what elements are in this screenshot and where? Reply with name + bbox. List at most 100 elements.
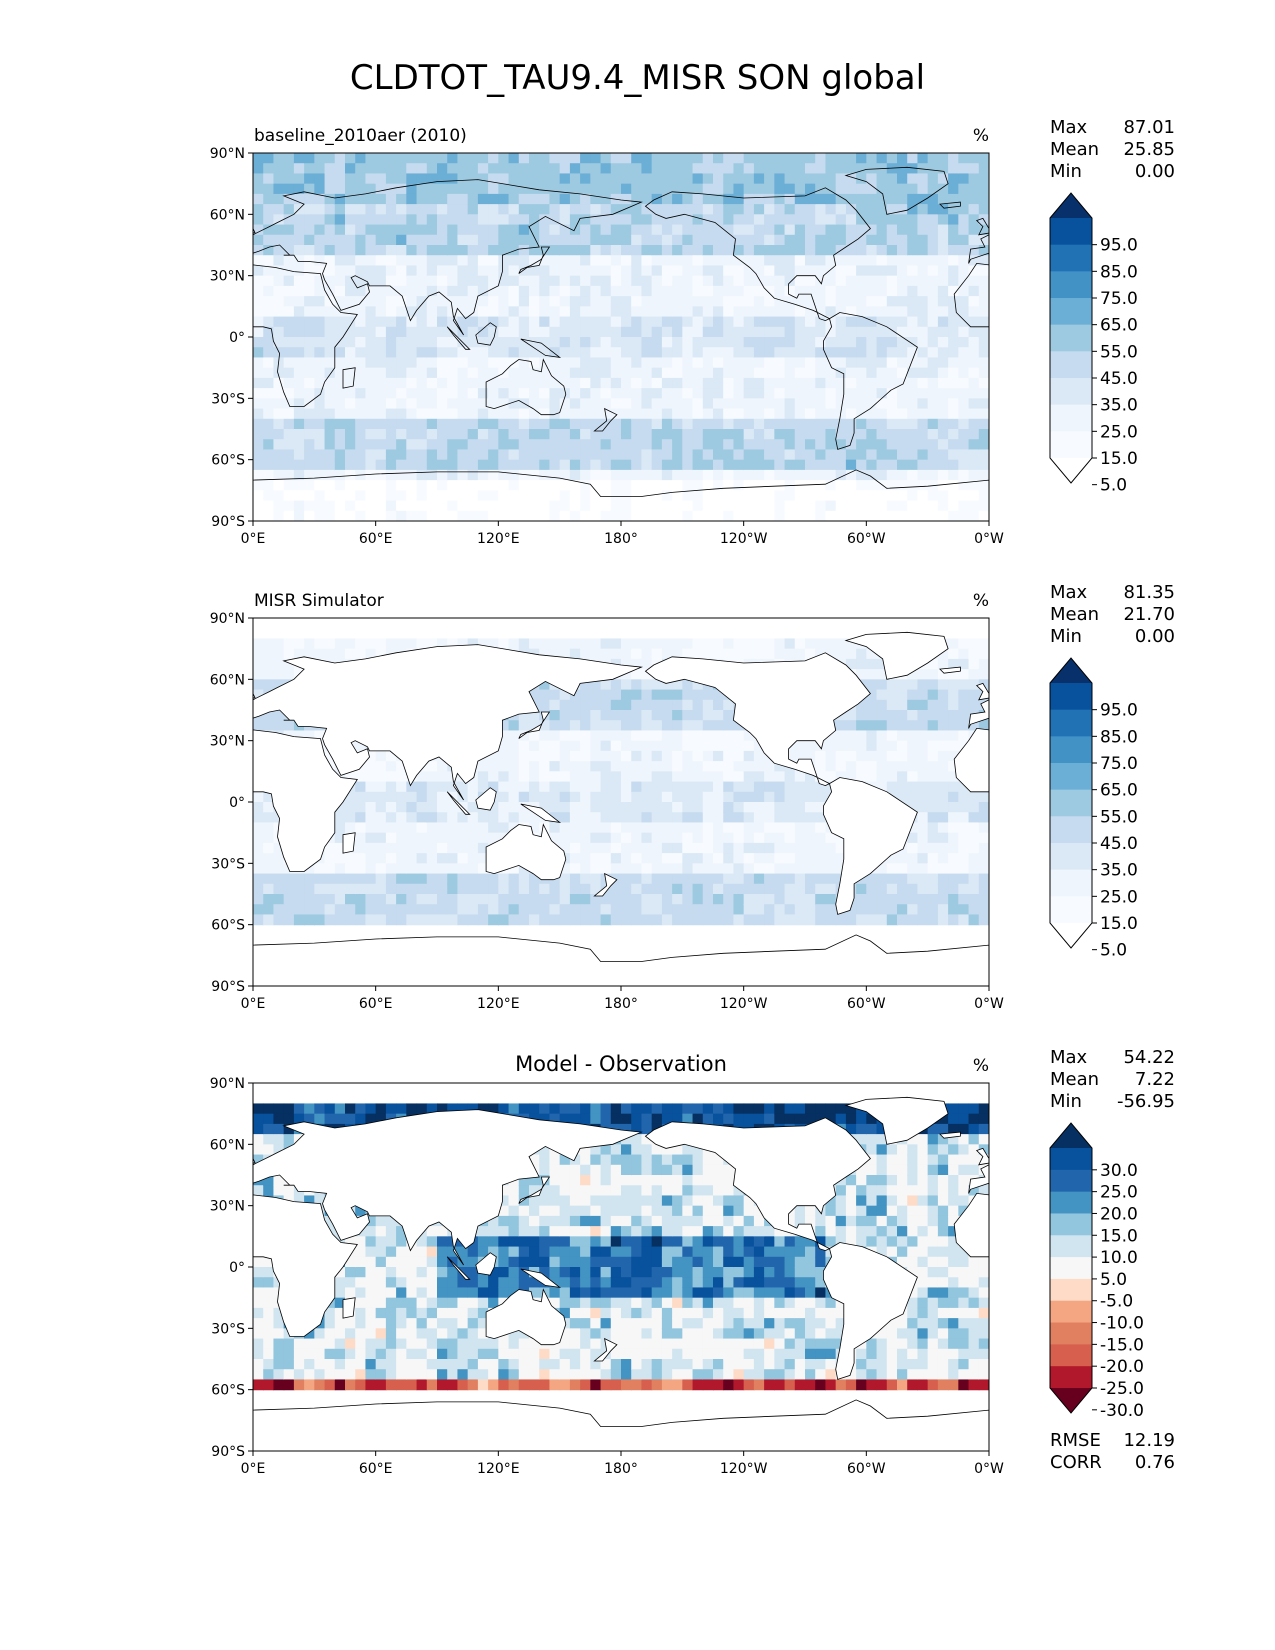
data-cell [610, 337, 622, 348]
data-cell [641, 812, 653, 824]
data-cell [253, 1134, 264, 1145]
data-cell [692, 265, 704, 277]
data-cell [518, 740, 530, 752]
data-cell [253, 214, 264, 226]
data-cell [886, 740, 898, 752]
data-cell [283, 914, 295, 926]
data-cell [968, 316, 980, 328]
data-cell [518, 367, 530, 379]
data-cell [672, 367, 683, 379]
data-cell [600, 832, 612, 844]
data-cell [917, 439, 929, 451]
data-cell [978, 720, 989, 732]
data-cell [794, 173, 806, 185]
data-cell [927, 367, 939, 379]
data-cell [580, 740, 591, 752]
data-cell [385, 388, 397, 399]
data-cell [631, 153, 643, 164]
data-cell [437, 761, 448, 772]
data-cell [580, 500, 591, 512]
data-cell [467, 398, 479, 410]
data-cell [293, 873, 305, 885]
data-cell [753, 638, 765, 650]
data-cell [529, 367, 540, 379]
data-cell [651, 275, 663, 287]
data-cell [743, 285, 755, 297]
data-cell [263, 429, 275, 440]
data-cell [365, 245, 377, 256]
data-cell [396, 347, 407, 359]
data-cell [375, 480, 387, 491]
data-cell [682, 480, 694, 491]
data-cell [334, 388, 346, 399]
data-cell [713, 255, 724, 267]
data-cell [253, 347, 264, 359]
data-cell [263, 791, 275, 803]
data-cell [324, 214, 336, 226]
data-cell [856, 669, 867, 680]
data-cell [743, 429, 755, 440]
data-cell [978, 285, 989, 297]
data-cell [753, 750, 765, 762]
data-cell [835, 265, 847, 277]
data-cell [324, 449, 336, 461]
data-cell [743, 377, 755, 389]
data-cell [375, 510, 387, 521]
data-cell [539, 500, 551, 512]
data-cell [314, 1103, 326, 1115]
data-cell [559, 894, 571, 905]
data-cell [324, 638, 336, 650]
data-cell [866, 357, 878, 369]
data-cell [610, 214, 622, 226]
data-cell [907, 873, 919, 885]
data-cell [661, 296, 673, 307]
data-cell [610, 347, 622, 359]
data-cell [365, 812, 377, 824]
data-cell [897, 316, 908, 328]
data-cell [692, 781, 704, 793]
data-cell [508, 720, 520, 732]
data-cell [518, 357, 530, 369]
data-cell [856, 469, 867, 481]
data-cell [713, 873, 724, 885]
data-cell [641, 255, 653, 267]
data-cell [283, 245, 295, 256]
data-cell [978, 204, 989, 215]
data-cell [580, 802, 591, 813]
data-cell [621, 275, 632, 287]
data-cell [661, 510, 673, 521]
data-cell [600, 771, 612, 783]
data-cell [958, 398, 970, 410]
data-cell [743, 408, 755, 420]
data-cell [764, 873, 775, 885]
coastline-japan [518, 246, 551, 274]
data-cell [314, 245, 326, 256]
data-cell [334, 408, 346, 420]
data-cell [590, 265, 602, 277]
data-cell [590, 408, 602, 420]
data-cell [416, 234, 428, 246]
data-cell [610, 224, 622, 236]
data-cell [610, 418, 622, 430]
data-cell [600, 791, 612, 803]
data-cell [876, 275, 888, 287]
data-cell [457, 812, 469, 824]
data-cell [907, 388, 919, 399]
data-cell [406, 873, 418, 885]
data-cell [784, 245, 796, 256]
data-cell [937, 193, 949, 205]
data-cell [866, 730, 878, 742]
data-cell [958, 367, 970, 379]
data-cell [293, 275, 305, 287]
data-cell [580, 510, 591, 521]
colorbar: 95.085.075.065.055.045.035.025.015.05.0 [1049, 657, 1138, 961]
data-cell [692, 720, 704, 732]
data-cell [365, 234, 377, 246]
data-cell [631, 648, 643, 660]
data-cell [253, 1267, 264, 1278]
data-cell [539, 449, 551, 461]
data-cell [498, 904, 510, 916]
data-cell [886, 306, 898, 318]
data-cell [600, 214, 612, 226]
data-cell [948, 873, 959, 885]
